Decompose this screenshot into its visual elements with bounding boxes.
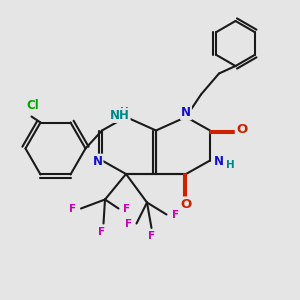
Text: N: N [92, 154, 103, 168]
Text: H: H [120, 106, 129, 117]
Text: F: F [98, 227, 106, 237]
Text: N: N [214, 154, 224, 168]
Text: F: F [123, 204, 130, 214]
Text: F: F [172, 210, 179, 220]
Text: NH: NH [110, 109, 129, 122]
Text: N: N [119, 112, 130, 125]
Text: N: N [181, 106, 191, 119]
Text: Cl: Cl [27, 99, 39, 112]
Text: F: F [124, 219, 132, 229]
Text: O: O [237, 123, 248, 136]
Text: F: F [148, 231, 155, 242]
Text: O: O [180, 197, 192, 211]
Text: H: H [226, 160, 235, 170]
Text: F: F [69, 204, 76, 214]
